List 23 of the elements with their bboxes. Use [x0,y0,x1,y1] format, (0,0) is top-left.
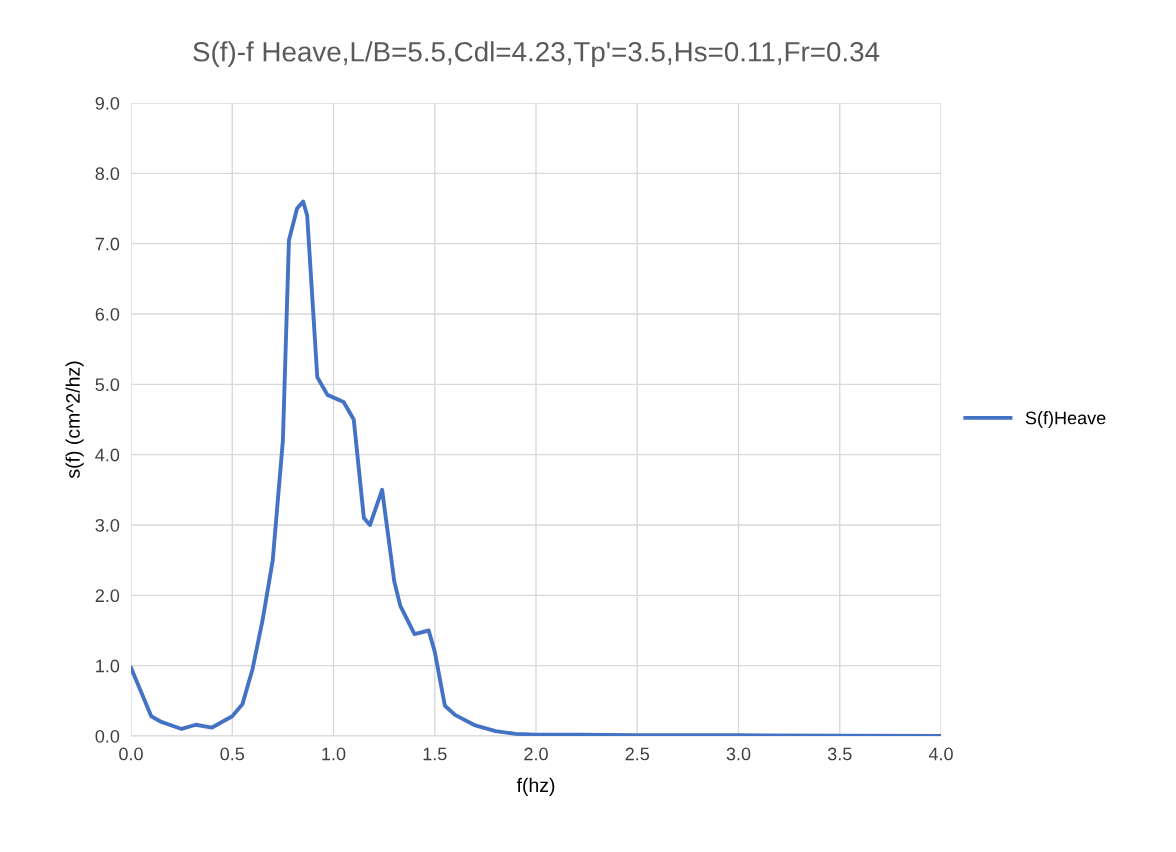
x-tick-label: 2.5 [625,747,650,761]
x-tick-label: 3.5 [827,747,852,761]
y-tick-label: 0.0 [95,729,120,743]
legend-label: S(f)Heave [1025,411,1106,428]
x-tick-label: 1.5 [423,747,447,761]
y-tick-label: 1.0 [96,659,120,673]
y-tick-label: 3.0 [95,518,120,532]
y-tick-label: 2.0 [95,589,120,603]
y-tick-label: 4.0 [95,448,120,462]
x-tick-label: 4.0 [928,747,953,761]
x-tick-label: 3.0 [726,747,751,761]
x-tick-label: 0.5 [220,747,245,761]
chart-title: S(f)-f Heave,L/B=5.5,Cdl=4.23,Tp'=3.5,Hs=0.11,Fr=0.34 [193,41,880,68]
x-tick-label: 0.0 [119,747,143,761]
y-tick-label: 8.0 [95,167,120,181]
x-axis-title: f(hz) [516,777,555,796]
x-tick-label: 2.0 [524,747,548,761]
y-tick-label: 7.0 [95,237,120,251]
y-tick-label: 9.0 [95,96,120,110]
x-tick-label: 1.0 [322,747,346,761]
y-axis-title: s(f) (cm^2/hz) [65,361,84,479]
y-tick-label: 5.0 [95,378,120,392]
y-tick-label: 6.0 [95,307,120,321]
